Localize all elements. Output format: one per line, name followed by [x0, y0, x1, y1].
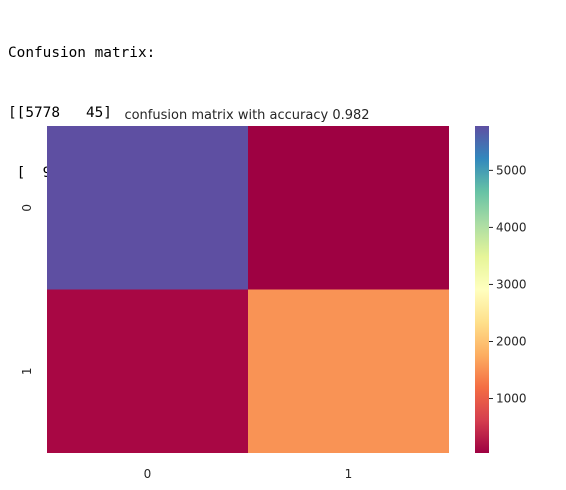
chart-title: confusion matrix with accuracy 0.982: [124, 108, 369, 123]
colorbar-tick-label: 4000: [496, 220, 527, 234]
y-tick-label: 1: [20, 367, 34, 375]
x-tick-label: 0: [144, 467, 152, 481]
heatmap-cell: [248, 126, 449, 290]
colorbar-tick-label: 2000: [496, 334, 527, 348]
heatmap-cell: [47, 126, 248, 290]
console-line: [[5778 45]: [8, 105, 112, 121]
colorbar-tick-label: 3000: [496, 277, 527, 291]
console-line: Confusion matrix:: [8, 45, 156, 61]
y-tick-label: 0: [20, 204, 34, 212]
x-tick-label: 1: [345, 467, 353, 481]
heatmap-cell: [47, 289, 248, 453]
colorbar: [475, 126, 489, 453]
colorbar-tick-label: 5000: [496, 163, 527, 177]
colorbar-tick-label: 1000: [496, 392, 527, 406]
heatmap-cell: [248, 289, 449, 453]
